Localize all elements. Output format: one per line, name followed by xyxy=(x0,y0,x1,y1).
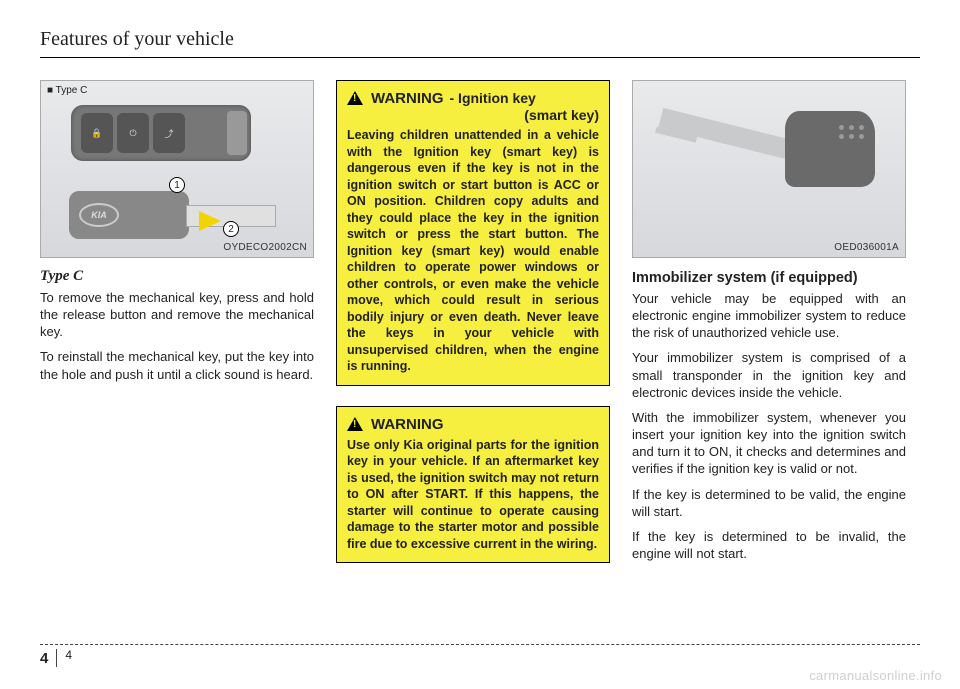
kia-badge: KIA xyxy=(79,203,119,227)
figure-top-label: ■ Type C xyxy=(47,85,87,96)
figure-keyfob: ■ Type C 🔒 ⏻ ⤴ KIA 1 2 OYDECO2002CN xyxy=(40,80,314,258)
warning-title: WARNING xyxy=(371,416,444,433)
warning-body: Leaving children unattended in a vehicle… xyxy=(347,127,599,375)
body-paragraph: If the key is determined to be invalid, … xyxy=(632,528,906,562)
body-paragraph: To reinstall the mechanical key, put the… xyxy=(40,348,314,382)
warning-subtitle-1: - Ignition key xyxy=(450,90,536,106)
warning-triangle-icon xyxy=(347,417,363,431)
body-paragraph: If the key is determined to be valid, th… xyxy=(632,486,906,520)
page-number: 4 xyxy=(65,648,72,662)
callout-2: 2 xyxy=(223,221,239,237)
body-paragraph: Your vehicle may be equipped with an ele… xyxy=(632,290,906,341)
section-header: Features of your vehicle xyxy=(40,28,920,58)
warning-header: WARNING xyxy=(347,415,599,433)
keyfob-side xyxy=(227,111,247,155)
warning-subtitle-2: (smart key) xyxy=(347,107,599,123)
watermark: carmanualsonline.info xyxy=(809,668,942,683)
column-2: WARNING - Ignition key (smart key) Leavi… xyxy=(336,80,610,577)
subheading-type-c: Type C xyxy=(40,268,314,285)
key-head xyxy=(785,111,875,187)
warning-triangle-icon xyxy=(347,91,363,105)
column-3: OED036001A Immobilizer system (if equipp… xyxy=(632,80,906,577)
arrow-icon xyxy=(199,211,221,231)
figure-key: OED036001A xyxy=(632,80,906,258)
figure-caption: OED036001A xyxy=(834,242,899,253)
chapter-number: 4 xyxy=(40,650,48,667)
warning-title: WARNING xyxy=(371,90,444,107)
column-1: ■ Type C 🔒 ⏻ ⤴ KIA 1 2 OYDECO2002CN xyxy=(40,80,314,577)
warning-box-ignition: WARNING - Ignition key (smart key) Leavi… xyxy=(336,80,610,386)
footer-divider xyxy=(56,649,57,667)
body-paragraph: To remove the mechanical key, press and … xyxy=(40,289,314,340)
manual-page: Features of your vehicle ■ Type C 🔒 ⏻ ⤴ … xyxy=(0,0,960,689)
page-footer: 4 4 xyxy=(40,644,920,667)
callout-1: 1 xyxy=(169,177,185,193)
key-shaft xyxy=(658,108,789,159)
subheading-immobilizer: Immobilizer system (if equipped) xyxy=(632,270,906,286)
figure-caption: OYDECO2002CN xyxy=(223,242,307,253)
warning-body: Use only Kia original parts for the igni… xyxy=(347,437,599,553)
body-paragraph: With the immobilizer system, whenever yo… xyxy=(632,409,906,478)
transponder-dots xyxy=(839,125,865,139)
content-columns: ■ Type C 🔒 ⏻ ⤴ KIA 1 2 OYDECO2002CN xyxy=(40,80,920,577)
trunk-icon: ⤴ xyxy=(153,113,185,153)
warning-box-parts: WARNING Use only Kia original parts for … xyxy=(336,406,610,564)
hold-icon: ⏻ xyxy=(117,113,149,153)
warning-header: WARNING - Ignition key xyxy=(347,89,599,107)
keyfob-bottom-illustration: KIA xyxy=(69,191,189,239)
lock-icon: 🔒 xyxy=(81,113,113,153)
body-paragraph: Your immobilizer system is comprised of … xyxy=(632,349,906,400)
keyfob-top-illustration: 🔒 ⏻ ⤴ xyxy=(71,105,251,161)
